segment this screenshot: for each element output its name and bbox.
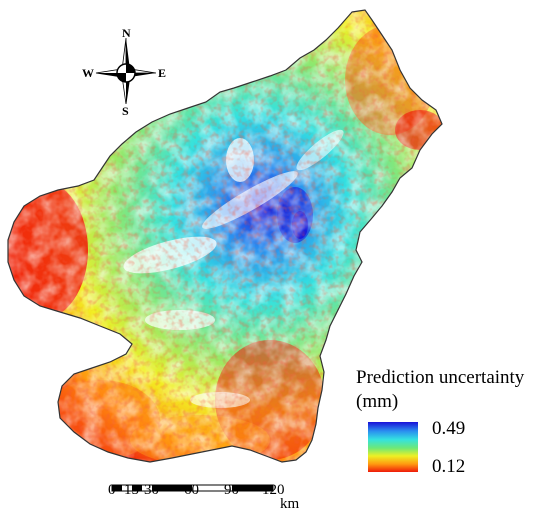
north-arrow-icon	[95, 37, 157, 105]
scale-tick-label: 60	[184, 482, 199, 498]
scale-bar	[111, 484, 274, 492]
scale-tick-label: 30	[144, 482, 159, 498]
legend-min-value: 0.12	[432, 456, 466, 477]
legend-title-line1: Prediction uncertainty	[356, 367, 525, 388]
compass-west-label: W	[82, 66, 94, 80]
scale-tick-label: 15	[124, 482, 139, 498]
compass-east-label: E	[158, 66, 167, 80]
compass-south-label: S	[122, 104, 129, 118]
legend-title: Prediction uncertainty (mm)	[356, 366, 546, 414]
scale-tick-label: 120	[262, 482, 285, 498]
compass-north-label: N	[122, 26, 131, 40]
scale-tick-label: 90	[224, 482, 239, 498]
legend-max-value: 0.49	[432, 418, 466, 439]
legend-color-ramp	[368, 422, 418, 472]
scale-unit-label: km	[280, 496, 300, 512]
legend-title-line2: (mm)	[356, 391, 399, 412]
scale-tick-label: 0	[108, 482, 116, 498]
